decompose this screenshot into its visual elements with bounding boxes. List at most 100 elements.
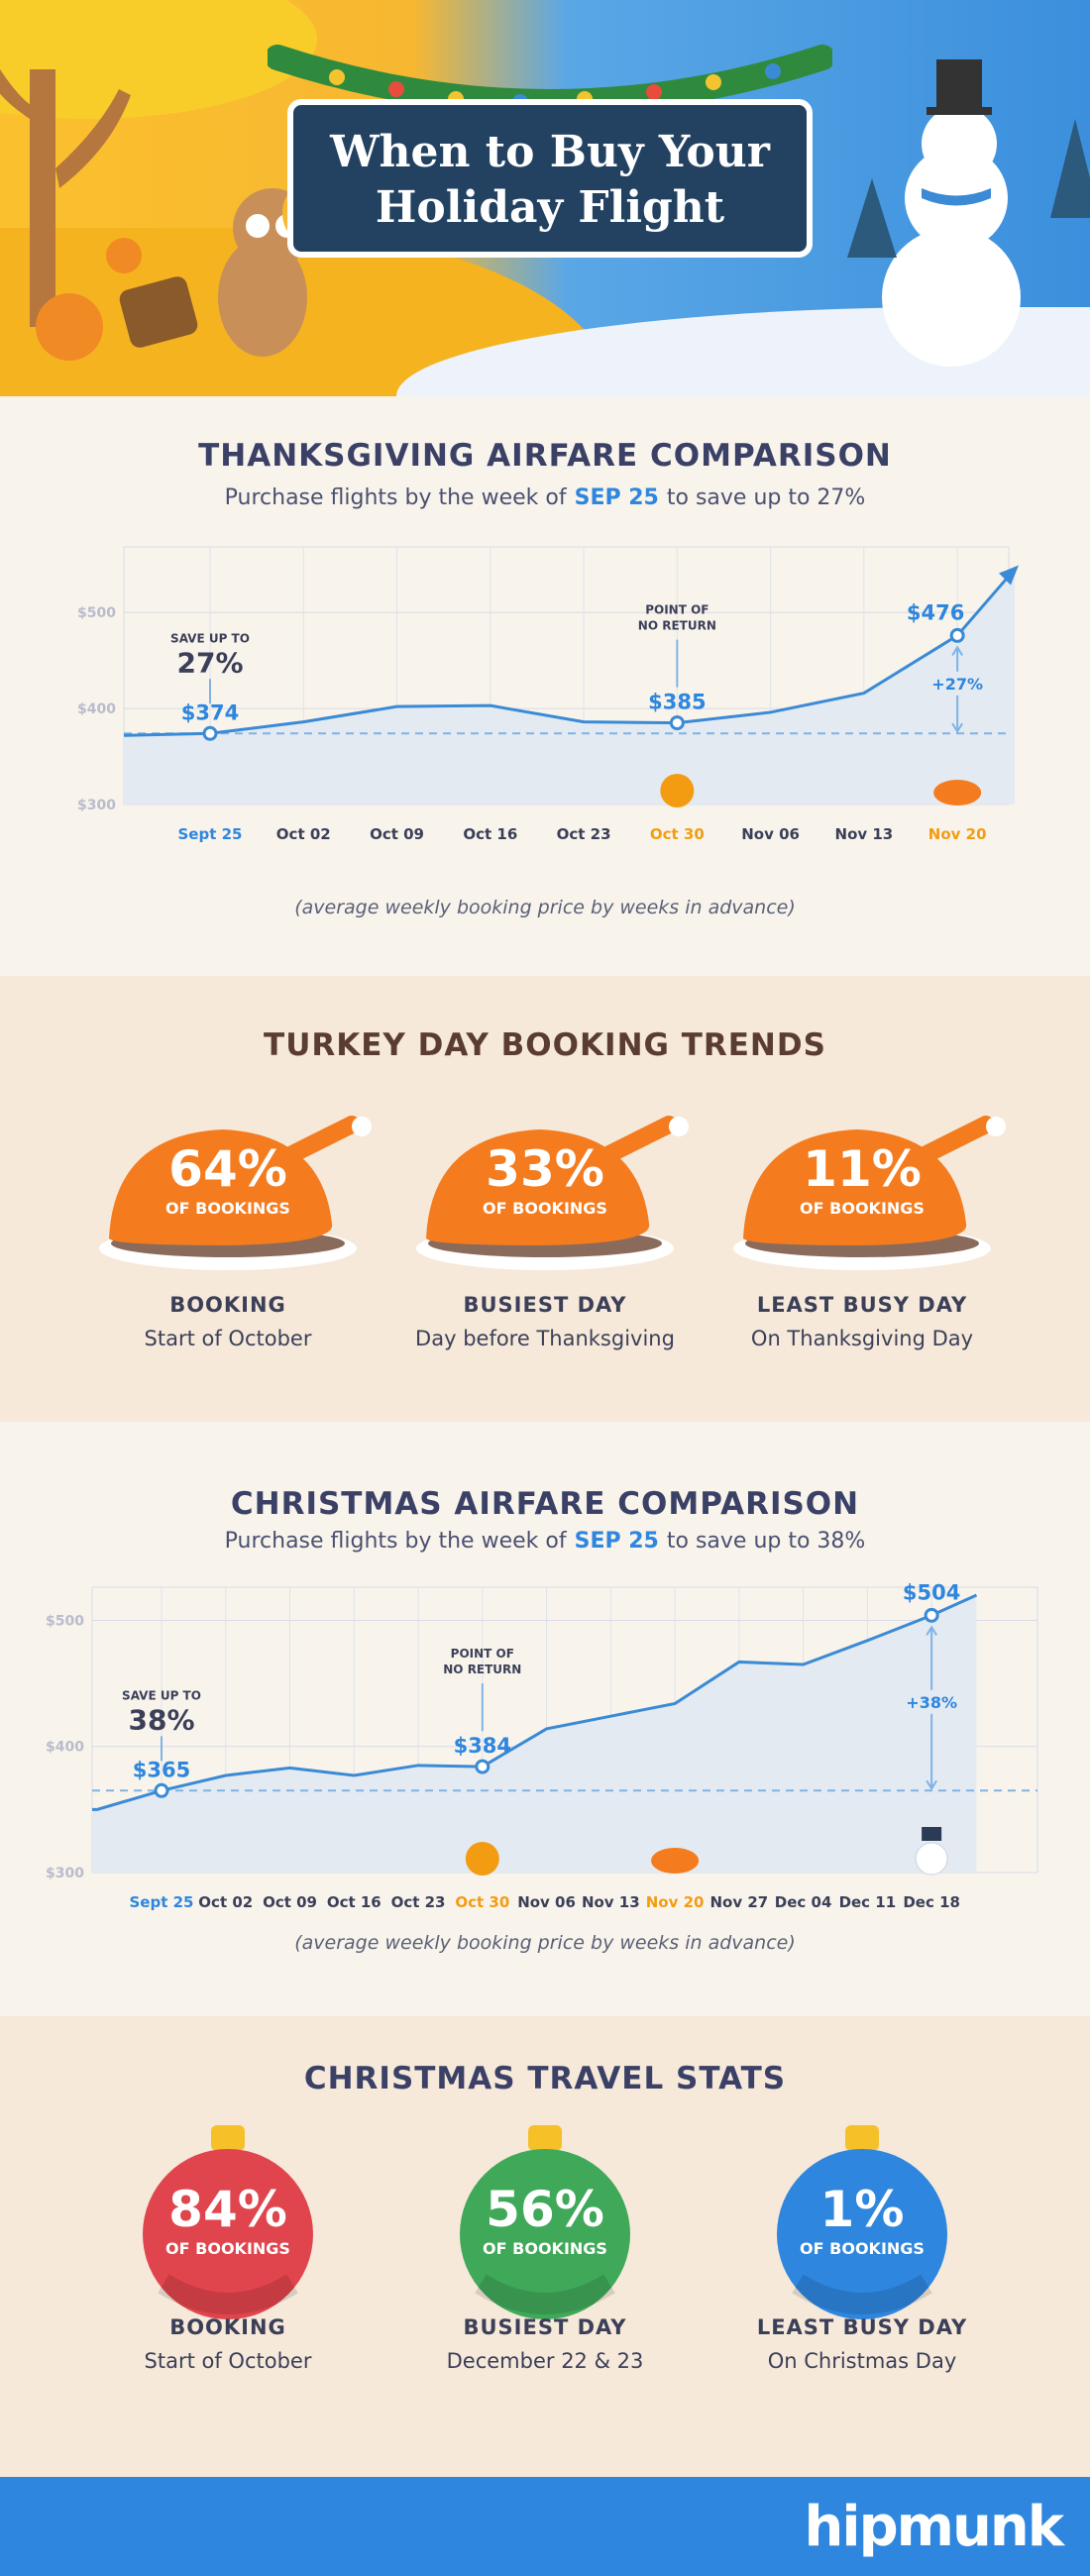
- turkey-trends-title: TURKEY DAY BOOKING TRENDS: [264, 1027, 826, 1063]
- thanksgiving-title: THANKSGIVING AIRFARE COMPARISON: [198, 438, 892, 474]
- pumpkin-icon: [660, 774, 695, 807]
- x-tick-label: Nov 13: [835, 825, 894, 843]
- y-tick-label: $300: [77, 798, 116, 813]
- save-label: SAVE UP TO: [170, 631, 250, 645]
- price-area: [92, 1595, 977, 1873]
- stat-description: December 22 & 23: [446, 2349, 644, 2373]
- increase-label-bg: [927, 671, 988, 696]
- x-tick-label: Nov 20: [646, 1893, 705, 1911]
- turkey-stat-2: 33% OF BOOKINGS BUSIEST DAY Day before Than…: [382, 1115, 708, 1392]
- x-tick-label: Dec 11: [839, 1893, 897, 1911]
- stat-percent: 84%: [168, 2181, 287, 2238]
- stat-percent: 11%: [803, 1140, 922, 1198]
- ponr-price-label: $385: [648, 691, 706, 714]
- stat-percent: 1%: [820, 2181, 905, 2238]
- christmas-stats-title: CHRISTMAS TRAVEL STATS: [303, 2061, 787, 2096]
- snowman-small-icon: [915, 1842, 948, 1876]
- save-value: 38%: [128, 1703, 194, 1736]
- stat-unit: OF BOOKINGS: [800, 1199, 925, 1218]
- x-tick-label: Nov 06: [741, 825, 800, 843]
- pine-trees-icon: [847, 119, 1090, 258]
- save-label: SAVE UP TO: [122, 1688, 201, 1702]
- y-tick-label: $500: [46, 1613, 84, 1629]
- stat-percent: 33%: [486, 1140, 604, 1198]
- stat-unit: OF BOOKINGS: [483, 1199, 607, 1218]
- ponr-label-2: NO RETURN: [638, 619, 716, 633]
- start-price-label: $365: [133, 1758, 190, 1781]
- thanksgiving-line-chart: $300 $400 $500 Sept 25 Oct 02 Oct 09 Oct 16 Oct…: [77, 546, 1019, 843]
- roast-turkey-icon: 11%OF BOOKINGS: [733, 1116, 1006, 1270]
- stat-label: LEAST BUSY DAY: [756, 1293, 968, 1317]
- christmas-stat-2: 56% OF BOOKINGS BUSIEST DAY December 22 & 2…: [382, 2125, 708, 2403]
- christmas-stat-3: 1% OF BOOKINGS LEAST BUSY DAY On Christmas …: [699, 2125, 1026, 2403]
- christmas-stats-section: CHRISTMAS TRAVEL STATS 84% OF BOOKINGS BOO…: [0, 2016, 1090, 2477]
- increase-arrowheads: [926, 1625, 937, 1791]
- stat-unit: OF BOOKINGS: [800, 2239, 925, 2258]
- x-tick-label: Sept 25: [130, 1893, 194, 1911]
- ponr-price-label: $384: [454, 1734, 511, 1758]
- y-tick-label: $400: [77, 701, 116, 717]
- stat-percent: 56%: [486, 2181, 604, 2238]
- trend-arrow-icon: [999, 565, 1019, 586]
- hero-title-board: When to Buy Your Holiday Flight: [287, 99, 813, 258]
- thanksgiving-subtitle-highlight: SEP 25: [574, 485, 659, 510]
- x-tick-label: Oct 30: [650, 825, 705, 843]
- stat-description: On Christmas Day: [767, 2349, 957, 2373]
- x-tick-label: Oct 16: [327, 1893, 382, 1911]
- y-tick-label: $300: [46, 1866, 84, 1881]
- ornament-icon: 1%OF BOOKINGS: [777, 2125, 947, 2319]
- stat-unit: OF BOOKINGS: [165, 1199, 290, 1218]
- hero-title-line-2: Holiday Flight: [375, 182, 725, 233]
- end-price-marker: [924, 1607, 939, 1623]
- turkey-stat-1: 64% OF BOOKINGS BOOKING Start of October: [64, 1115, 391, 1392]
- x-tick-label: Nov 20: [928, 825, 987, 843]
- autumn-tree-icon: [0, 0, 317, 327]
- increase-arrowheads: [951, 645, 963, 734]
- thanksgiving-chart-section: THANKSGIVING AIRFARE COMPARISON Purchase…: [0, 396, 1090, 976]
- ponr-label-1: POINT OF: [645, 603, 708, 617]
- pumpkin-icon: [465, 1842, 499, 1876]
- snowman-hat-icon: [922, 1827, 942, 1841]
- increase-label: +38%: [906, 1693, 957, 1712]
- x-tick-label: Nov 06: [517, 1893, 576, 1911]
- end-price-label: $504: [903, 1580, 960, 1604]
- hipmunk-logo[interactable]: hipmunk: [804, 2495, 1064, 2559]
- x-tick-label: Oct 09: [370, 825, 424, 843]
- price-line: [92, 1593, 978, 1811]
- stat-description: Start of October: [144, 1327, 312, 1350]
- stat-description: Start of October: [144, 2349, 312, 2373]
- stat-label: BUSIEST DAY: [463, 2315, 627, 2339]
- hero-banner: When to Buy Your Holiday Flight: [0, 0, 1090, 396]
- roast-turkey-icon: 33%OF BOOKINGS: [416, 1116, 689, 1270]
- x-tick-label: Oct 02: [198, 1893, 253, 1911]
- x-tick-label: Oct 23: [557, 825, 611, 843]
- christmas-chart-section: CHRISTMAS AIRFARE COMPARISON Purchase fl…: [0, 1422, 1090, 2016]
- y-tick-label: $500: [77, 605, 116, 621]
- ponr-price-marker: [475, 1759, 490, 1774]
- turkey-icon: [651, 1848, 700, 1874]
- x-tick-label: Oct 09: [263, 1893, 317, 1911]
- x-tick-label: Nov 13: [582, 1893, 640, 1911]
- start-price-marker: [154, 1782, 169, 1798]
- end-price-marker: [949, 627, 965, 643]
- snowman-icon: [882, 59, 1021, 367]
- ponr-label-1: POINT OF: [451, 1647, 514, 1661]
- ponr-label-2: NO RETURN: [443, 1663, 521, 1676]
- x-tick-label: Sept 25: [178, 825, 243, 843]
- end-price-label: $476: [907, 600, 964, 624]
- roast-turkey-icon: 64%OF BOOKINGS: [99, 1116, 372, 1270]
- christmas-subtitle-post: to save up to 38%: [666, 1529, 866, 1554]
- increase-label: +27%: [931, 675, 983, 694]
- x-tick-label: Oct 02: [276, 825, 331, 843]
- thanksgiving-subtitle: Purchase flights by the week of SEP 25 to …: [0, 485, 1090, 510]
- stat-label: BOOKING: [169, 1293, 286, 1317]
- ponr-price-marker: [669, 715, 685, 731]
- x-tick-label: Dec 18: [903, 1893, 960, 1911]
- thanksgiving-subtitle-post: to save up to 27%: [666, 485, 866, 510]
- stat-label: BOOKING: [169, 2315, 286, 2339]
- save-value: 27%: [176, 646, 243, 679]
- start-price-marker: [202, 725, 218, 741]
- stat-description: Day before Thanksgiving: [415, 1327, 675, 1350]
- x-tick-label: Nov 27: [709, 1893, 768, 1911]
- stat-description: On Thanksgiving Day: [750, 1327, 974, 1350]
